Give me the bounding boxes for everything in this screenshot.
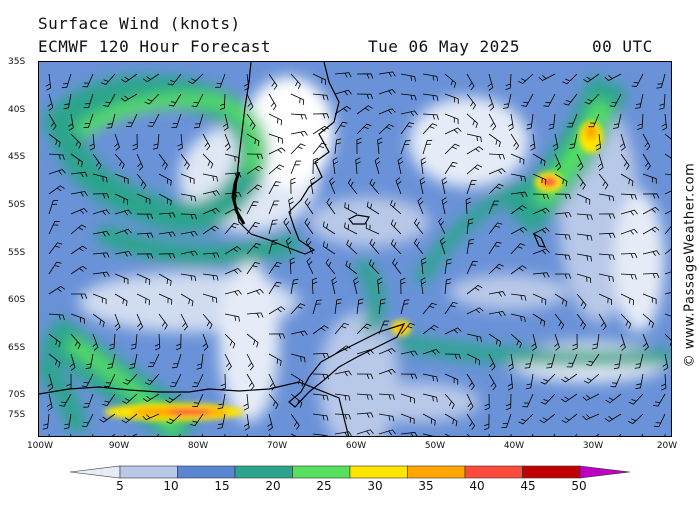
high-wind-cores: [104, 121, 603, 421]
legend-label: 25: [316, 479, 332, 493]
lat-label: 55S: [8, 248, 26, 258]
legend-swatch: [119, 465, 178, 479]
wind-map: [38, 61, 672, 437]
forecast-time: 00 UTC: [592, 37, 653, 56]
lat-label: 60S: [8, 295, 26, 305]
legend-label: 15: [214, 479, 230, 493]
legend-swatch: [177, 465, 236, 479]
legend-label: 5: [116, 479, 124, 493]
wind-map-svg: [39, 62, 671, 436]
lat-label: 40S: [8, 105, 26, 115]
legend-swatch: [522, 465, 581, 479]
lat-label: 45S: [8, 152, 26, 162]
falkland-islands: [348, 214, 370, 225]
chilean-fjords: [231, 171, 246, 225]
legend-label: 20: [265, 479, 281, 493]
lon-label: 20W: [656, 441, 678, 451]
legend-label: 40: [469, 479, 485, 493]
lon-label: 80W: [187, 441, 209, 451]
lon-label: 100W: [26, 441, 54, 451]
lat-label: 65S: [8, 343, 26, 353]
forecast-date: Tue 06 May 2025: [368, 37, 520, 56]
legend-label: 50: [571, 479, 587, 493]
lat-label: 70S: [8, 390, 26, 400]
legend-swatch: [292, 465, 351, 479]
lon-label: 30W: [582, 441, 604, 451]
legend-label: 30: [367, 479, 383, 493]
legend-label: 35: [418, 479, 434, 493]
lat-label: 75S: [8, 410, 26, 420]
lat-label: 35S: [8, 57, 26, 67]
legend-label: 45: [520, 479, 536, 493]
legend-swatch: [407, 465, 466, 479]
lon-label: 90W: [108, 441, 130, 451]
lon-label: 70W: [266, 441, 288, 451]
lon-label: 60W: [345, 441, 367, 451]
legend-swatch: [349, 465, 408, 479]
wind-barbs: [42, 71, 671, 436]
legend-max-arrow: [579, 465, 631, 479]
lon-label: 50W: [424, 441, 446, 451]
legend-swatch: [234, 465, 293, 479]
legend-swatch: [464, 465, 523, 479]
map-title: Surface Wind (knots): [38, 14, 241, 33]
color-legend: [69, 465, 631, 479]
forecast-model-label: ECMWF 120 Hour Forecast: [38, 37, 272, 56]
legend-label: 10: [163, 479, 179, 493]
legend-swatches: [119, 465, 581, 479]
lat-label: 50S: [8, 200, 26, 210]
legend-min-arrow: [69, 465, 121, 479]
copyright-text: © www.PassageWeather.com: [682, 162, 698, 368]
antarctic-coast: [39, 381, 350, 436]
south-georgia: [532, 232, 547, 248]
lon-label: 40W: [503, 441, 525, 451]
